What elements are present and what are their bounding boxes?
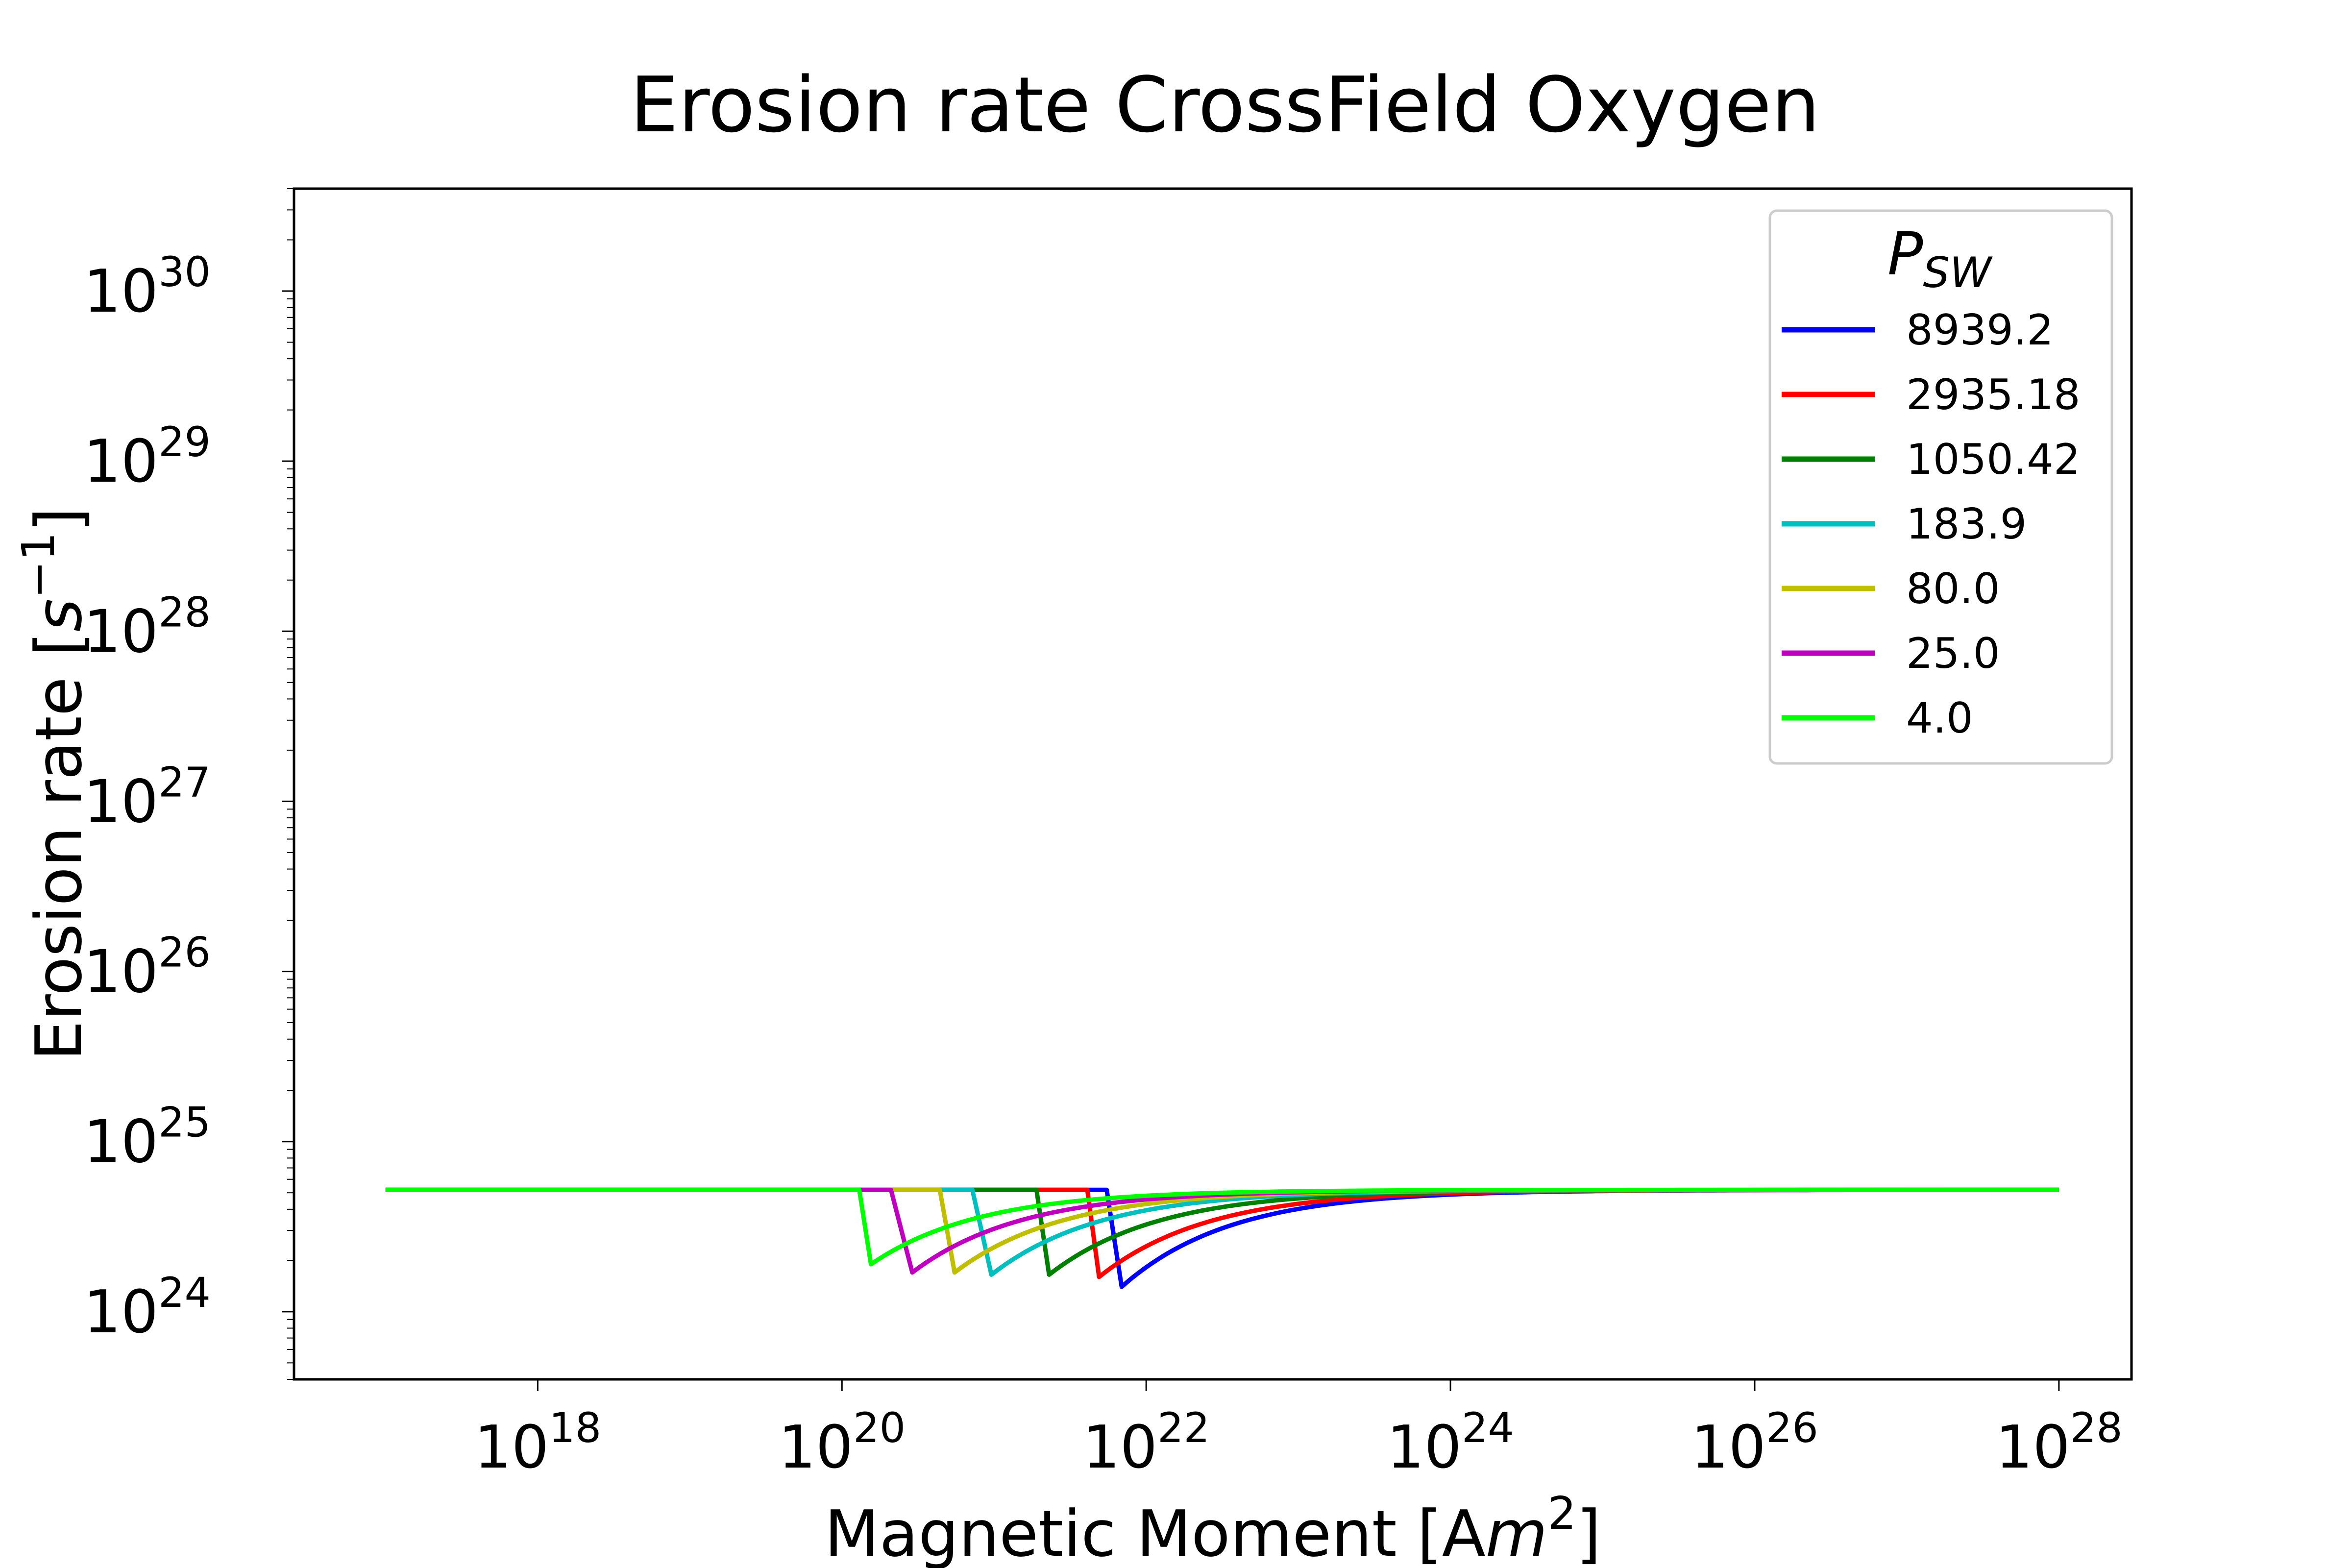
x-tick-label: 1022 [1082,1404,1210,1482]
axes-frame [293,187,2133,1381]
x-tick-label: 1018 [474,1404,602,1482]
legend-label: 4.0 [1906,694,1973,743]
chart-title: Erosion rate CrossField Oxygen [630,60,1820,149]
plot-area [385,1187,2059,1289]
legend-label: 80.0 [1906,564,2000,613]
legend-label: 8939.2 [1906,306,2054,355]
y-axis-label: Erosion rate [s−1] [12,507,96,1061]
legend-label: 1050.42 [1906,435,2081,484]
y-tick-label: 1027 [83,758,211,836]
legend-frame [1768,209,2113,765]
legend-label: 25.0 [1906,629,2000,678]
legend-label: 2935.18 [1906,370,2081,419]
y-tick-label: 1024 [83,1269,211,1347]
x-tick-label: 1028 [1995,1404,2123,1482]
legend-label: 183.9 [1906,500,2027,549]
x-tick-label: 1020 [778,1404,906,1482]
y-tick-label: 1030 [83,248,211,326]
y-axis: 1024 1025 1026 1027 1028 1029 1030 [83,188,294,1380]
y-tick-label: 1028 [83,588,211,666]
legend-title: PSW [1887,220,1993,297]
series-line-4.0 [385,1187,2059,1267]
x-tick-label: 1026 [1691,1404,1818,1482]
x-tick-label: 1024 [1387,1404,1514,1482]
y-tick-label: 1029 [83,418,211,496]
legend-entries: 8939.2 2935.18 1050.42 183.9 80.0 25.0 4.0 [1782,306,2081,743]
legend: PSW 8939.2 2935.18 1050.42 183.9 80.0 25.0 4.0 [1768,209,2113,765]
y-tick-label: 1025 [83,1099,211,1176]
x-axis-label: Magnetic Moment [Am2] [824,1487,1601,1568]
x-axis: 1018 1020 1022 1024 1026 1028 [474,1379,2123,1482]
y-tick-label: 1026 [83,929,211,1006]
